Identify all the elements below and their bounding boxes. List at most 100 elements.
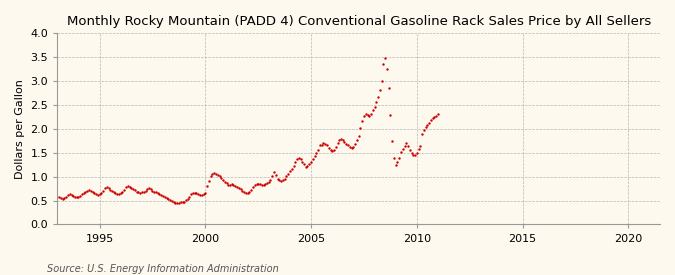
Point <box>389 155 400 160</box>
Point <box>234 185 244 190</box>
Point <box>383 86 394 90</box>
Point <box>138 189 149 194</box>
Point <box>375 88 385 92</box>
Point <box>249 183 260 187</box>
Point <box>198 192 209 197</box>
Point <box>144 186 155 190</box>
Point <box>408 153 418 157</box>
Point <box>390 163 401 167</box>
Point <box>381 67 392 71</box>
Point <box>211 172 221 176</box>
Point <box>304 162 315 166</box>
Point <box>196 193 207 197</box>
Point <box>140 188 151 193</box>
Point <box>80 189 91 194</box>
Point <box>225 183 236 187</box>
Point <box>412 151 423 155</box>
Point <box>402 144 413 148</box>
Point <box>315 143 325 147</box>
Point <box>320 142 331 146</box>
Point <box>85 188 96 193</box>
Point <box>350 142 360 146</box>
Point <box>385 112 396 117</box>
Point <box>184 194 195 199</box>
Point <box>109 189 119 194</box>
Point <box>265 178 276 182</box>
Point <box>63 193 74 197</box>
Point <box>360 112 371 116</box>
Point <box>369 105 380 109</box>
Point <box>272 176 283 181</box>
Point <box>173 201 184 205</box>
Point <box>399 144 410 148</box>
Title: Monthly Rocky Mountain (PADD 4) Conventional Gasoline Rack Sales Price by All Se: Monthly Rocky Mountain (PADD 4) Conventi… <box>67 15 651 28</box>
Point <box>226 182 237 186</box>
Point <box>89 191 100 195</box>
Point <box>269 170 279 175</box>
Point <box>240 191 251 195</box>
Point <box>68 194 78 199</box>
Point <box>418 128 429 132</box>
Point <box>274 178 285 182</box>
Point <box>167 199 178 203</box>
Point <box>168 200 179 204</box>
Point <box>344 144 355 149</box>
Point <box>331 144 342 149</box>
Point <box>341 142 352 146</box>
Point <box>362 113 373 117</box>
Text: Source: U.S. Energy Information Administration: Source: U.S. Energy Information Administ… <box>47 264 279 274</box>
Point <box>77 192 88 197</box>
Point <box>311 151 322 155</box>
Point <box>82 188 92 193</box>
Point <box>325 148 336 152</box>
Point <box>148 189 159 194</box>
Point <box>300 164 311 169</box>
Point <box>431 113 441 118</box>
Point <box>285 169 296 174</box>
Point <box>299 162 310 166</box>
Point <box>290 160 300 164</box>
Point <box>277 178 288 182</box>
Point <box>214 174 225 178</box>
Point <box>154 192 165 197</box>
Point <box>406 151 417 155</box>
Point <box>413 147 424 151</box>
Point <box>236 187 246 191</box>
Y-axis label: Dollars per Gallon: Dollars per Gallon <box>15 79 25 179</box>
Point <box>98 188 109 193</box>
Point <box>396 150 406 154</box>
Point <box>121 185 132 189</box>
Point <box>163 197 173 201</box>
Point <box>358 114 369 119</box>
Point <box>84 187 95 192</box>
Point <box>110 191 121 195</box>
Point <box>112 192 123 196</box>
Point <box>172 201 183 206</box>
Point <box>248 185 259 189</box>
Point <box>130 188 140 192</box>
Point <box>294 156 304 160</box>
Point <box>204 179 215 183</box>
Point <box>335 137 346 141</box>
Point <box>380 56 391 60</box>
Point <box>156 193 167 197</box>
Point <box>92 193 103 197</box>
Point <box>193 192 204 197</box>
Point <box>302 164 313 168</box>
Point <box>176 200 186 205</box>
Point <box>416 131 427 136</box>
Point <box>101 185 112 189</box>
Point <box>107 188 117 193</box>
Point <box>371 100 381 104</box>
Point <box>366 112 377 116</box>
Point <box>427 116 438 121</box>
Point <box>279 176 290 181</box>
Point <box>216 176 227 180</box>
Point <box>339 140 350 144</box>
Point <box>221 181 232 186</box>
Point <box>376 78 387 83</box>
Point <box>260 182 271 186</box>
Point <box>105 187 115 192</box>
Point <box>251 182 262 186</box>
Point <box>161 196 172 200</box>
